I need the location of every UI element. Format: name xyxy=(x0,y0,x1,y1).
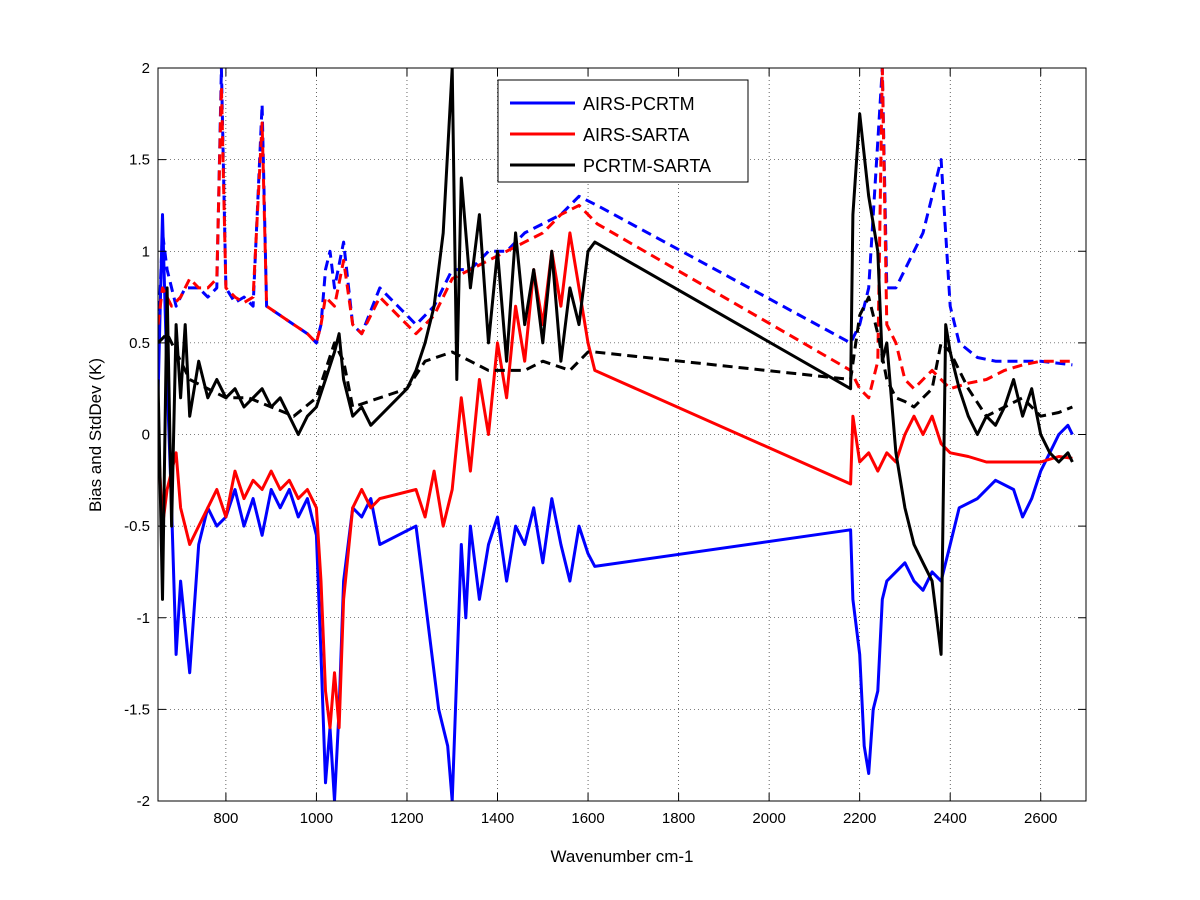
y-tick-label: -0.5 xyxy=(124,518,150,535)
y-tick-label: 2 xyxy=(142,60,150,77)
series-line-pcrtm-sarta-bias xyxy=(158,68,1074,656)
legend: AIRS-PCRTM AIRS-SARTA PCRTM-SARTA xyxy=(497,79,749,183)
series-line-airs-sarta-stddev xyxy=(158,68,1073,400)
legend-label-airs-pcrtm: AIRS-PCRTM xyxy=(583,94,695,114)
y-axis-label: Bias and StdDev (K) xyxy=(86,358,105,512)
x-tick-label: 1400 xyxy=(481,810,514,827)
x-tick-label: 2000 xyxy=(752,810,785,827)
axis-ticks: 800 1000 1200 1400 1600 1800 2000 2200 2400 2600 -… xyxy=(124,60,1086,827)
y-tick-label: 0 xyxy=(142,427,150,444)
x-tick-label: 1200 xyxy=(390,810,423,827)
y-tick-label: 1 xyxy=(142,243,150,260)
x-tick-label: 1600 xyxy=(571,810,604,827)
y-tick-label: -1.5 xyxy=(124,701,150,718)
x-axis-label: Wavenumber cm-1 xyxy=(551,847,694,866)
series-layer xyxy=(158,68,1074,801)
x-tick-label: 2600 xyxy=(1024,810,1057,827)
y-tick-label: -2 xyxy=(137,793,150,810)
x-tick-label: 2400 xyxy=(934,810,967,827)
legend-label-airs-sarta: AIRS-SARTA xyxy=(583,125,689,145)
legend-label-pcrtm-sarta: PCRTM-SARTA xyxy=(583,156,711,176)
x-tick-label: 1800 xyxy=(662,810,695,827)
x-tick-label: 1000 xyxy=(300,810,333,827)
y-tick-label: 0.5 xyxy=(129,335,150,352)
y-tick-label: -1 xyxy=(137,610,150,627)
series-line-airs-pcrtm-bias xyxy=(158,213,1074,801)
x-tick-label: 2200 xyxy=(843,810,876,827)
series-line-airs-pcrtm-stddev xyxy=(158,68,1073,367)
series-line-airs-sarta-bias xyxy=(158,231,1073,730)
y-tick-label: 1.5 xyxy=(129,152,150,169)
x-tick-label: 800 xyxy=(213,810,238,827)
